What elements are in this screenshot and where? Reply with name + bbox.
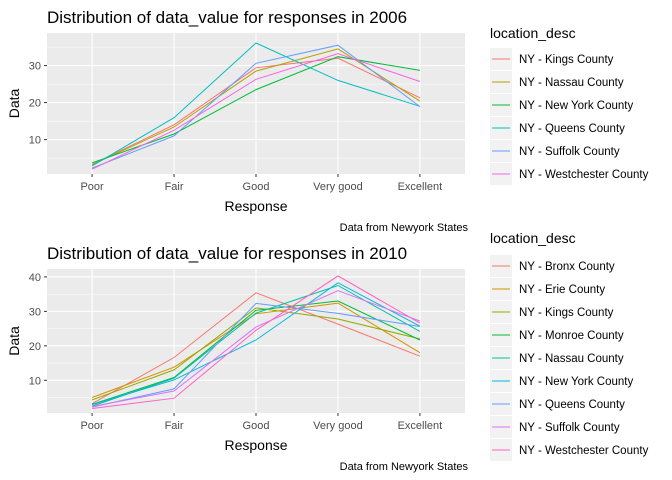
series-line (91, 307, 421, 401)
legend-label: NY - Westchester County (519, 445, 649, 457)
x-tick-label: Good (243, 420, 270, 432)
x-tick-label: Very good (313, 181, 363, 193)
series-line (91, 42, 421, 167)
legend-label: NY - Suffolk County (519, 422, 620, 434)
x-axis-title: Response (224, 437, 287, 453)
series-line (92, 290, 421, 407)
x-tick-label: Very good (313, 420, 363, 432)
series-line (91, 282, 421, 406)
legend-label: NY - Bronx County (519, 261, 615, 273)
x-tick-label: Fair (165, 181, 184, 193)
chart-caption: Data from Newyork States (340, 222, 469, 234)
chart-title: Distribution of data_value for responses… (47, 244, 407, 263)
series-line (91, 57, 421, 165)
chart-title: Distribution of data_value for responses… (47, 8, 407, 27)
legend-label: NY - Kings County (519, 307, 614, 319)
x-tick-label: Poor (80, 181, 104, 193)
series-line (91, 53, 421, 170)
legend-title: location_desc (490, 25, 576, 41)
y-tick-label: 30 (29, 306, 41, 318)
x-tick-label: Fair (165, 420, 184, 432)
y-tick-label: 40 (29, 272, 41, 284)
legend-label: NY - Queens County (519, 399, 625, 411)
chart-1: Distribution of data_value for responses… (6, 8, 649, 234)
legend: location_desc NY - Bronx County NY - Erie … (490, 230, 649, 461)
legend-label: NY - Nassau County (519, 353, 624, 365)
legend-label: NY - Queens County (519, 123, 625, 135)
series-line (91, 300, 421, 405)
x-axis-title: Response (224, 198, 287, 214)
legend: location_desc NY - Kings County NY - Nassa… (490, 25, 649, 185)
x-tick-label: Excellent (398, 181, 443, 193)
legend-label: NY - New York County (519, 100, 633, 112)
legend-title: location_desc (490, 230, 576, 246)
y-tick-label: 20 (29, 98, 41, 110)
series-line (91, 292, 421, 405)
chart-2: Distribution of data_value for responses… (6, 230, 649, 473)
series-line (92, 275, 421, 409)
series-line (91, 302, 420, 408)
y-tick-label: 10 (29, 375, 41, 387)
legend-label: NY - Westchester County (519, 169, 649, 181)
y-axis-title: Data (6, 326, 22, 356)
series-line (91, 44, 421, 169)
legend-label: NY - Suffolk County (519, 146, 620, 158)
y-tick-label: 10 (29, 135, 41, 147)
legend-label: NY - Kings County (519, 54, 614, 66)
legend-label: NY - Erie County (519, 284, 605, 296)
y-tick-label: 30 (29, 61, 41, 73)
y-axis-title: Data (6, 89, 22, 119)
x-tick-label: Good (243, 181, 270, 193)
legend-label: NY - New York County (519, 376, 633, 388)
x-tick-label: Excellent (398, 420, 443, 432)
x-tick-label: Poor (80, 420, 104, 432)
legend-label: NY - Monroe County (519, 330, 624, 342)
series-line (91, 48, 421, 166)
y-tick-label: 20 (29, 341, 41, 353)
legend-label: NY - Nassau County (519, 77, 624, 89)
chart-caption: Data from Newyork States (340, 461, 469, 473)
series-line (91, 302, 421, 398)
